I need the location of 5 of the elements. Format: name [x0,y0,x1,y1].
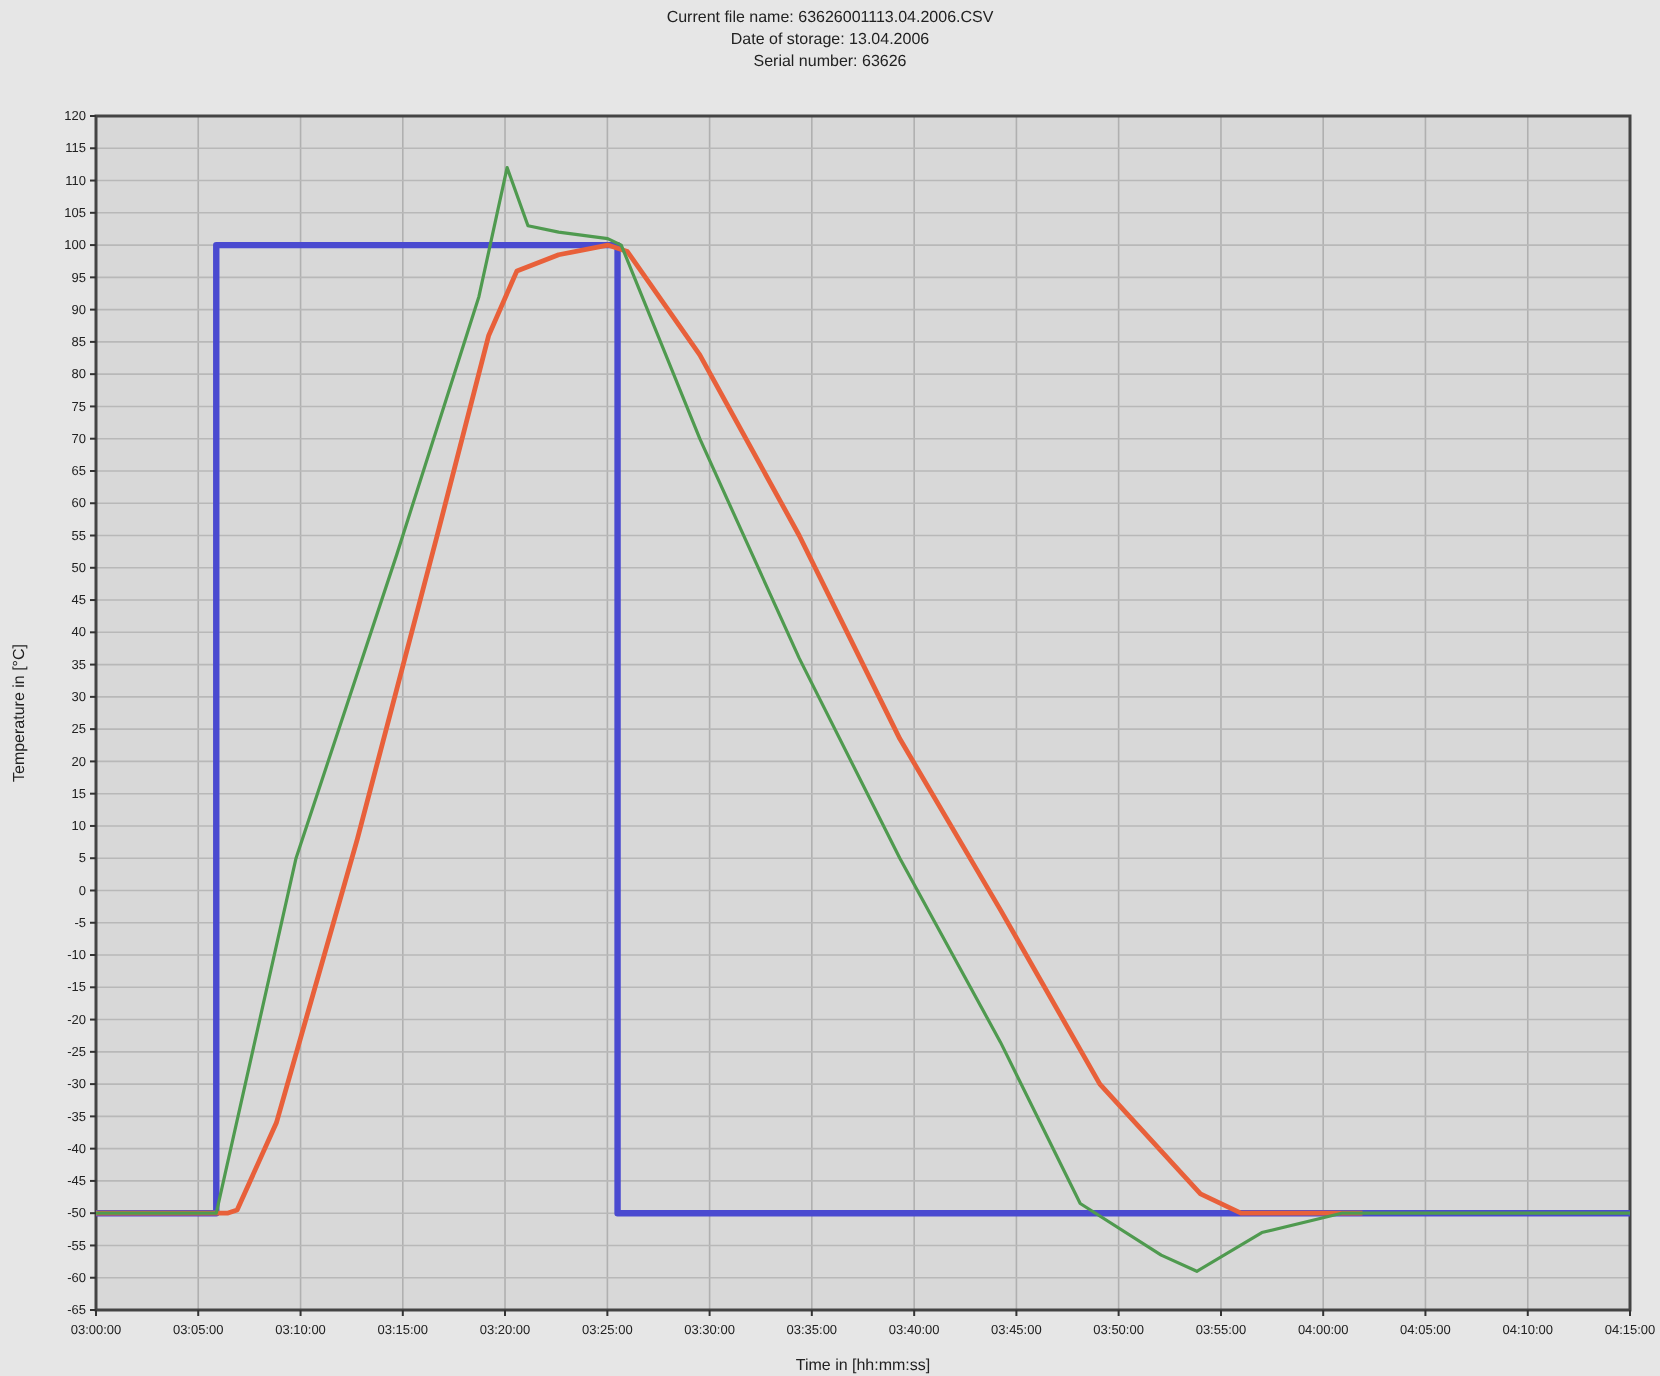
line-series [93,242,1365,1216]
chart-title: Current file name: 63626001113.04.2006.CSV [666,8,995,26]
y-axis-title: Temperature in [°C] [10,643,28,783]
x-axis-title: Time in [hh:mm:ss] [795,1356,931,1374]
chart-subtitle: Date of storage: 13.04.2006 Serial number: 63626 [730,30,931,70]
